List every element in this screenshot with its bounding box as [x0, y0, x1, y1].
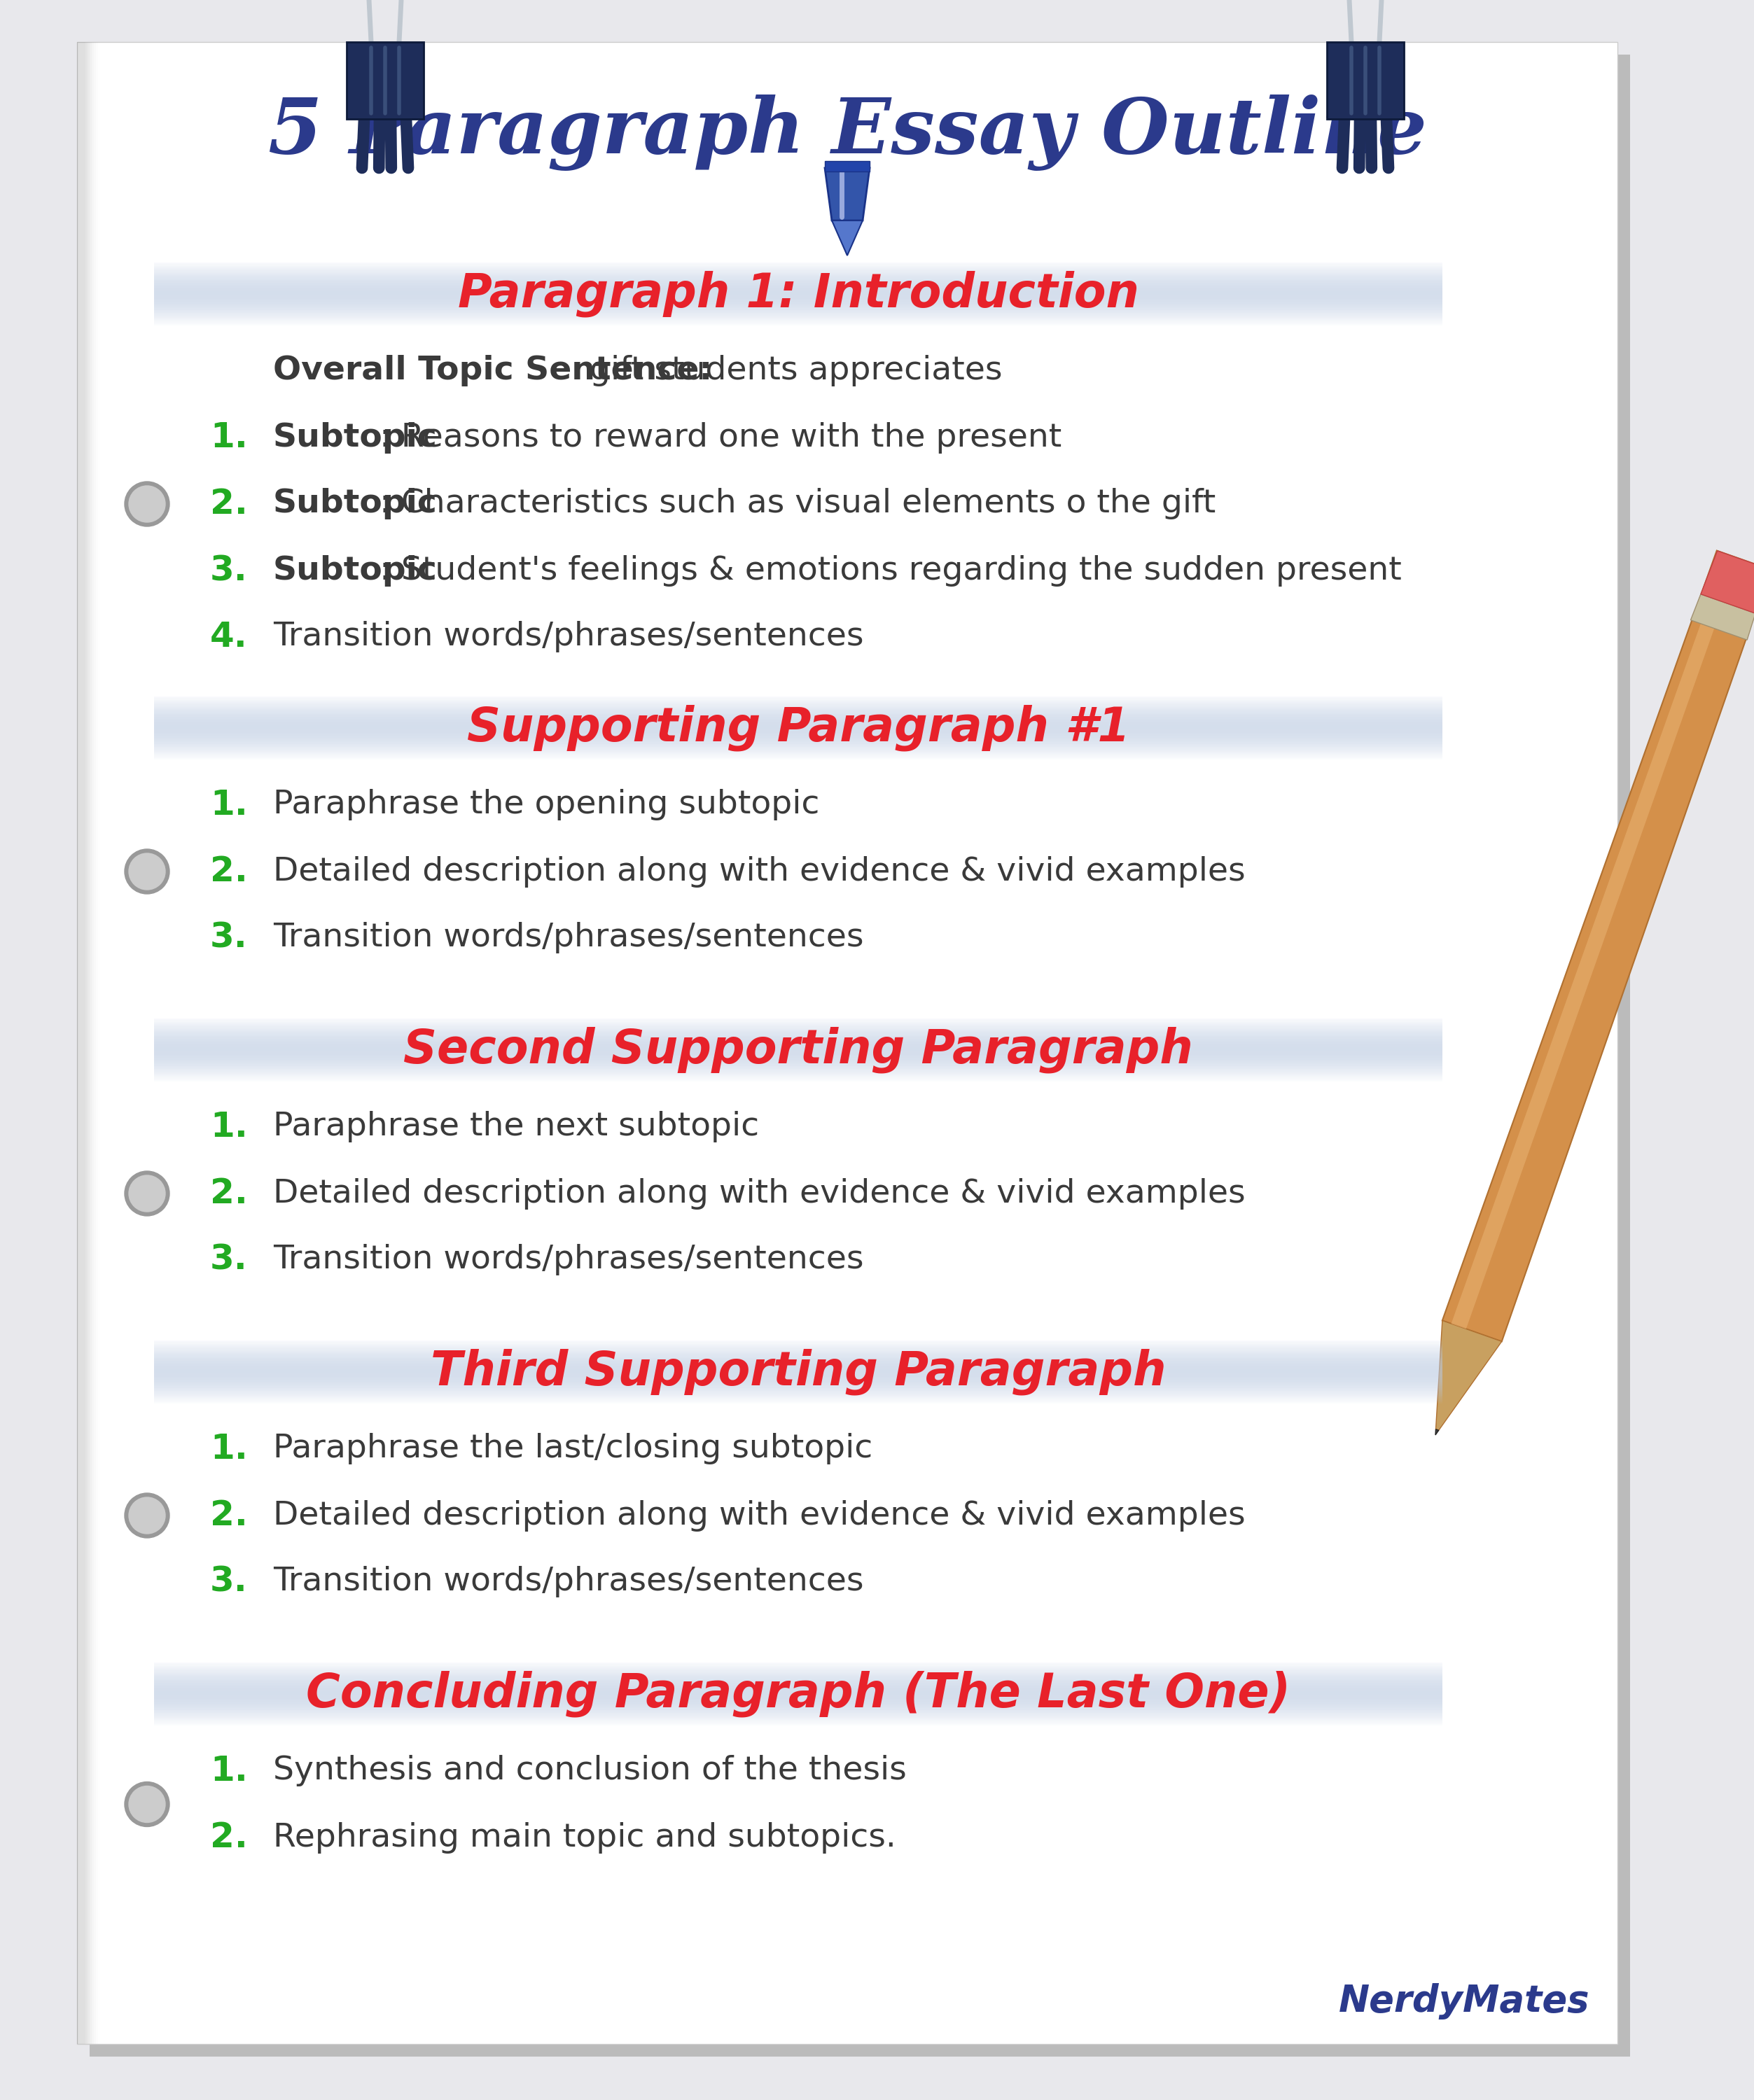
Text: Rephrasing main topic and subtopics.: Rephrasing main topic and subtopics. — [274, 1821, 896, 1854]
Text: Transition words/phrases/sentences: Transition words/phrases/sentences — [274, 1567, 863, 1598]
Text: 2.: 2. — [210, 487, 247, 521]
Bar — [77, 42, 88, 2043]
Text: 1.: 1. — [210, 788, 247, 821]
Text: Transition words/phrases/sentences: Transition words/phrases/sentences — [274, 922, 863, 953]
Text: : Student's feelings & emotions regarding the sudden present: : Student's feelings & emotions regardin… — [379, 554, 1401, 586]
Text: Paraphrase the next subtopic: Paraphrase the next subtopic — [274, 1111, 759, 1142]
Text: 4.: 4. — [210, 620, 247, 653]
Polygon shape — [1701, 550, 1754, 613]
Bar — [347, 42, 424, 120]
Text: Second Supporting Paragraph: Second Supporting Paragraph — [403, 1027, 1193, 1073]
Text: 1.: 1. — [210, 420, 247, 454]
Text: gift students appreciates: gift students appreciates — [579, 355, 1002, 386]
Bar — [77, 42, 91, 2043]
Text: 2.: 2. — [210, 1821, 247, 1854]
Bar — [1326, 42, 1403, 120]
Polygon shape — [1435, 1430, 1438, 1434]
Polygon shape — [1691, 594, 1754, 640]
Text: 3.: 3. — [210, 922, 247, 955]
Bar — [77, 42, 86, 2043]
Text: 3.: 3. — [210, 554, 247, 588]
Text: 2.: 2. — [210, 1176, 247, 1210]
Text: Synthesis and conclusion of the thesis: Synthesis and conclusion of the thesis — [274, 1756, 907, 1787]
Text: : Characteristics such as visual elements o the gift: : Characteristics such as visual element… — [379, 489, 1216, 521]
Text: 5 Paragraph Essay Outline: 5 Paragraph Essay Outline — [268, 94, 1426, 172]
Polygon shape — [1442, 550, 1754, 1342]
Text: 1.: 1. — [210, 1111, 247, 1144]
Circle shape — [125, 1781, 170, 1827]
Text: Third Supporting Paragraph: Third Supporting Paragraph — [430, 1348, 1166, 1394]
Text: NerdyMates: NerdyMates — [1338, 1982, 1589, 2020]
Bar — [77, 42, 98, 2043]
Text: Supporting Paragraph #1: Supporting Paragraph #1 — [467, 706, 1130, 752]
Polygon shape — [831, 220, 863, 256]
Text: 2.: 2. — [210, 855, 247, 888]
Bar — [77, 42, 89, 2043]
Polygon shape — [824, 168, 870, 220]
Text: : Reasons to reward one with the present: : Reasons to reward one with the present — [379, 422, 1061, 454]
Text: Detailed description along with evidence & vivid examples: Detailed description along with evidence… — [274, 1499, 1245, 1531]
Text: Detailed description along with evidence & vivid examples: Detailed description along with evidence… — [274, 857, 1245, 886]
Circle shape — [128, 1176, 165, 1212]
Text: Overall Topic Sentence:: Overall Topic Sentence: — [274, 355, 712, 386]
Circle shape — [125, 1493, 170, 1537]
Text: 3.: 3. — [210, 1564, 247, 1598]
Text: 3.: 3. — [210, 1243, 247, 1277]
Circle shape — [125, 848, 170, 895]
Bar — [77, 42, 100, 2043]
Text: Concluding Paragraph (The Last One): Concluding Paragraph (The Last One) — [305, 1672, 1291, 1718]
Bar — [77, 42, 1617, 2043]
Text: Subtopic: Subtopic — [274, 489, 437, 521]
Circle shape — [128, 853, 165, 890]
Text: Detailed description along with evidence & vivid examples: Detailed description along with evidence… — [274, 1178, 1245, 1210]
Circle shape — [125, 481, 170, 527]
Polygon shape — [1451, 554, 1738, 1329]
Text: 1.: 1. — [210, 1432, 247, 1466]
Text: 1.: 1. — [210, 1754, 247, 1787]
Text: Transition words/phrases/sentences: Transition words/phrases/sentences — [274, 1243, 863, 1277]
Text: Subtopic: Subtopic — [274, 422, 437, 454]
Circle shape — [125, 1172, 170, 1216]
Bar — [77, 42, 93, 2043]
Circle shape — [128, 485, 165, 523]
Text: Transition words/phrases/sentences: Transition words/phrases/sentences — [274, 622, 863, 653]
Text: 2.: 2. — [210, 1499, 247, 1533]
Circle shape — [128, 1785, 165, 1823]
Circle shape — [128, 1497, 165, 1533]
Bar — [89, 55, 1629, 2056]
Text: Paraphrase the opening subtopic: Paraphrase the opening subtopic — [274, 790, 819, 821]
Polygon shape — [1437, 1321, 1501, 1430]
Text: Subtopic: Subtopic — [274, 554, 437, 586]
Text: Paraphrase the last/closing subtopic: Paraphrase the last/closing subtopic — [274, 1432, 873, 1466]
Bar — [77, 42, 96, 2043]
Bar — [824, 162, 870, 172]
Text: Paragraph 1: Introduction: Paragraph 1: Introduction — [458, 271, 1138, 317]
